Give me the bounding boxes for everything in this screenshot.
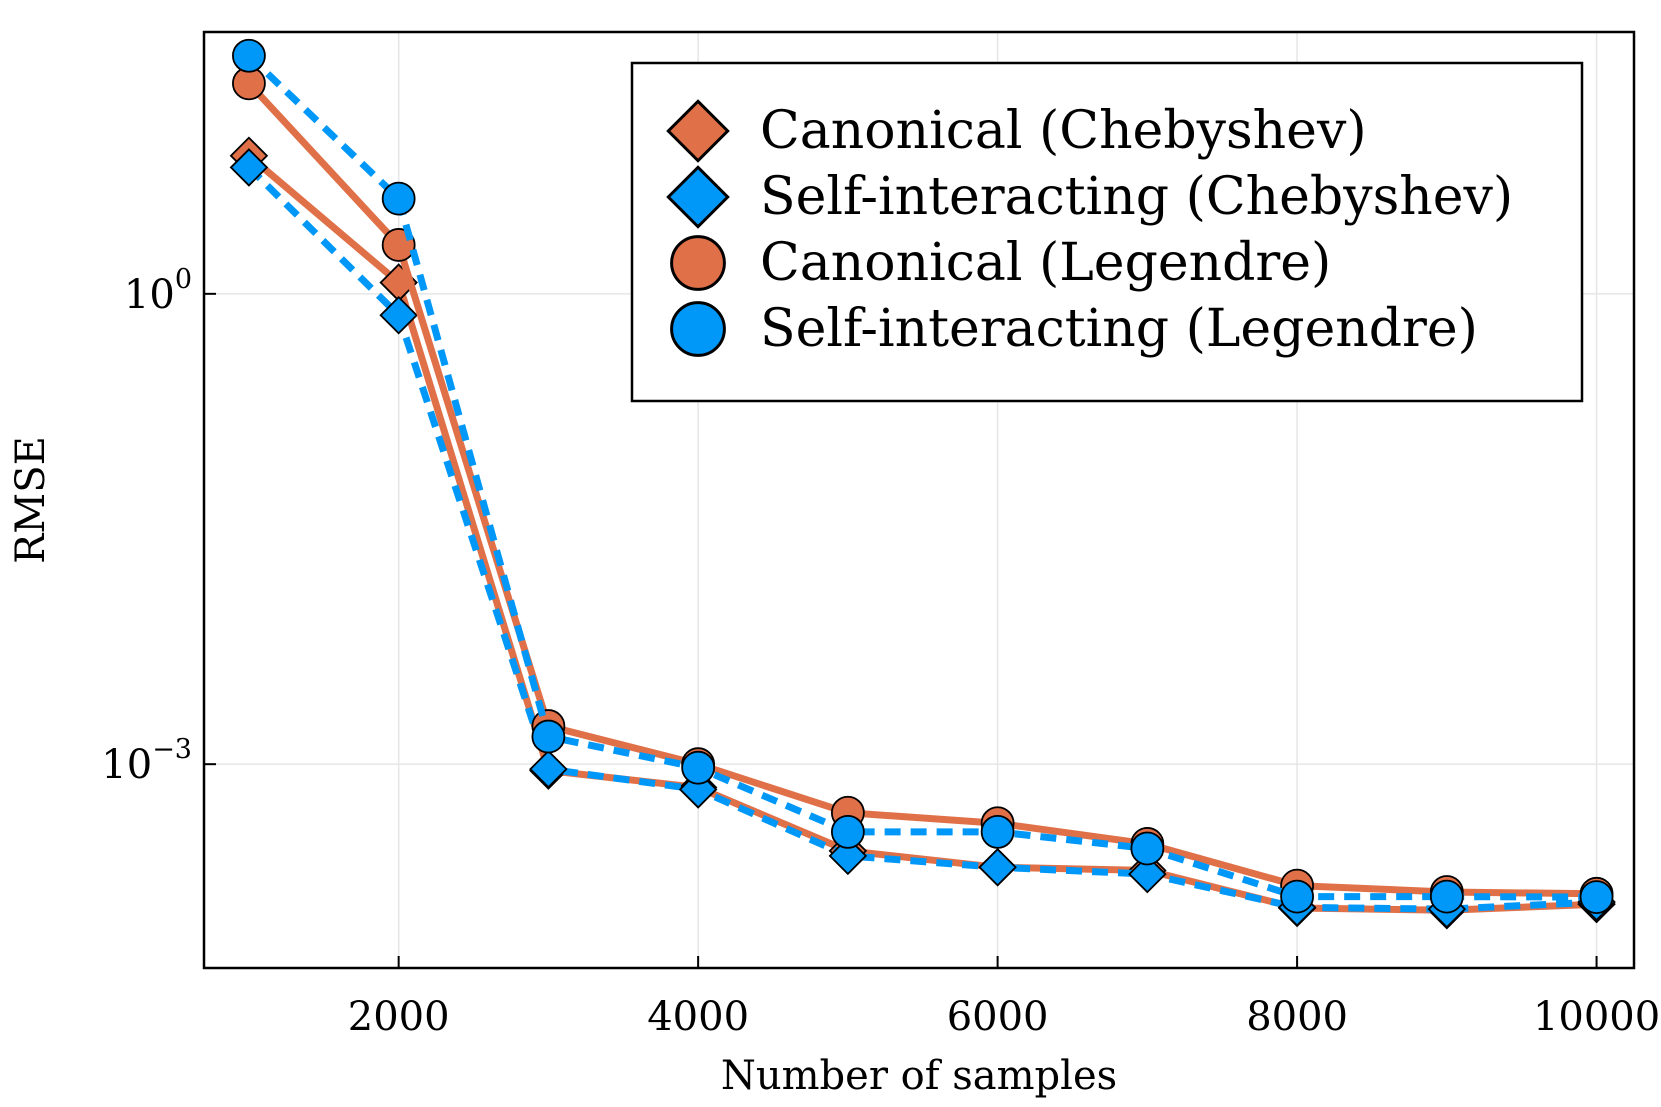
x-tick-label: 4000 (647, 994, 749, 1040)
data-point (1130, 831, 1165, 866)
data-point (229, 148, 269, 187)
plot-frame (202, 30, 1636, 970)
series-3 (232, 38, 1614, 914)
data-point (1579, 880, 1614, 914)
data-point (232, 38, 266, 73)
series-line (246, 53, 1597, 901)
legend-marker (670, 235, 726, 291)
y-tick-label: 10−3 (101, 734, 192, 788)
data-point (980, 814, 1015, 849)
x-axis-label: Number of samples (721, 1053, 1117, 1099)
legend-label: Canonical (Chebyshev) (760, 101, 1367, 161)
data-point (1128, 854, 1167, 894)
legend: Canonical (Chebyshev)Self-interacting (C… (630, 61, 1584, 403)
legend-box (630, 61, 1584, 403)
ticks: 2000 4000 6000 8000 10000 100 10−3 (101, 264, 1660, 1040)
y-tick-label: 100 (124, 264, 192, 318)
data-point (828, 836, 868, 876)
data-point (379, 295, 418, 335)
legend-label: Canonical (Legendre) (760, 233, 1331, 293)
series-line (246, 164, 1597, 913)
data-point (978, 848, 1017, 887)
data-point (531, 719, 566, 754)
x-tick-label: 10000 (1533, 994, 1660, 1040)
x-tick-label: 6000 (947, 994, 1049, 1040)
data-point (529, 749, 568, 789)
y-axis-label: RMSE (8, 436, 54, 564)
legend-marker (666, 99, 730, 163)
legend-marker (666, 165, 730, 229)
data-point (381, 181, 416, 216)
data-point (1280, 879, 1314, 914)
legend-label: Self-interacting (Chebyshev) (760, 167, 1513, 227)
series-line (246, 81, 1597, 898)
legend-label: Self-interacting (Legendre) (760, 299, 1478, 359)
data-point (1429, 879, 1464, 914)
x-tick-label: 8000 (1246, 994, 1348, 1040)
x-tick-label: 2000 (348, 994, 450, 1040)
series-group (229, 38, 1616, 930)
legend-marker (670, 301, 726, 357)
data-point (681, 750, 716, 785)
data-point (830, 814, 865, 849)
